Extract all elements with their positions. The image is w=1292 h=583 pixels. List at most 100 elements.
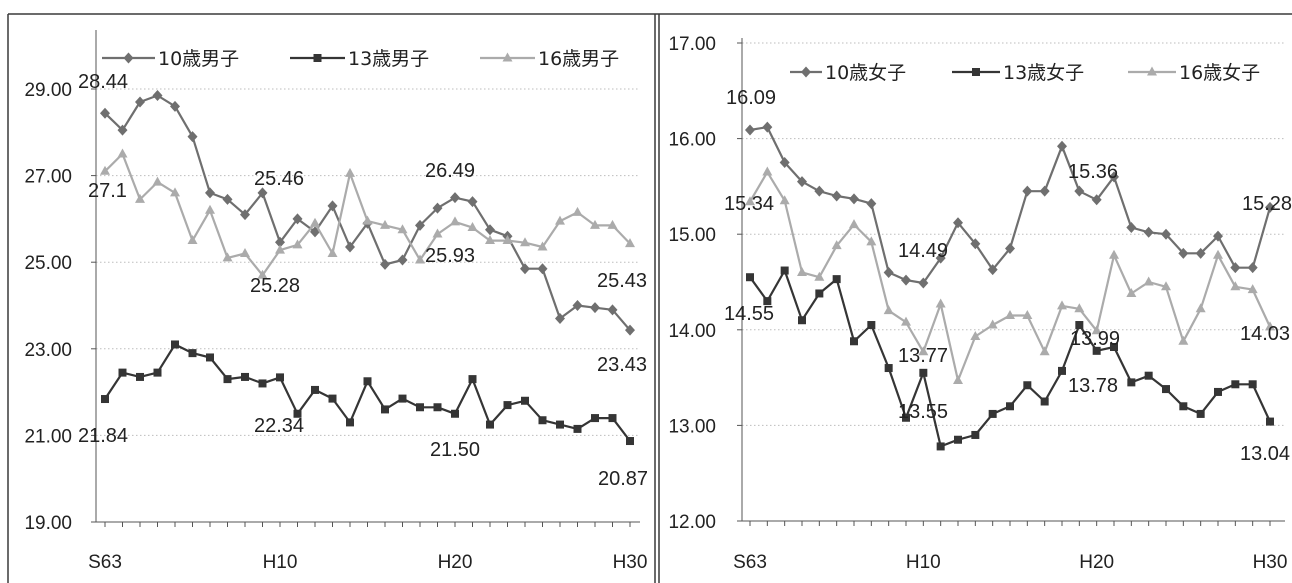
- data-point: [363, 377, 372, 386]
- data-point: [1091, 325, 1102, 335]
- data-point: [240, 209, 250, 221]
- data-point: [117, 124, 128, 136]
- data-point: [763, 297, 772, 306]
- x-tick-label: S63: [733, 552, 767, 573]
- data-point: [1126, 287, 1137, 297]
- data-point: [625, 324, 635, 336]
- y-tick-label: 12.00: [668, 512, 716, 533]
- data-point: [502, 235, 513, 245]
- data-point: [1179, 402, 1188, 411]
- data-point: [1265, 321, 1275, 331]
- data-point: [591, 414, 599, 423]
- series-group: [745, 121, 1275, 289]
- data-point: [1178, 247, 1189, 259]
- data-point: [257, 187, 268, 199]
- data-point: [467, 196, 478, 208]
- data-label: 14.03: [1240, 323, 1290, 345]
- data-point: [1022, 185, 1033, 197]
- data-point: [136, 372, 144, 381]
- data-point: [275, 236, 285, 248]
- data-label: 27.1: [88, 180, 127, 202]
- data-point: [398, 394, 407, 403]
- y-tick-label: 15.00: [668, 225, 716, 246]
- data-point: [901, 316, 911, 326]
- data-point: [1074, 185, 1085, 197]
- data-point: [779, 157, 790, 168]
- data-point: [381, 405, 389, 414]
- data-point: [118, 368, 127, 377]
- data-point: [797, 266, 807, 276]
- x-tick-label: H20: [1079, 552, 1114, 573]
- data-point: [1266, 417, 1274, 426]
- data-point: [258, 379, 267, 388]
- data-point: [626, 437, 634, 446]
- data-point: [486, 420, 494, 429]
- data-label: 14.49: [898, 240, 948, 262]
- data-label: 15.34: [724, 193, 774, 215]
- data-point: [1265, 201, 1275, 213]
- data-point: [432, 228, 443, 238]
- data-point: [170, 100, 180, 112]
- data-point: [450, 192, 460, 204]
- data-point: [1247, 284, 1258, 294]
- data-point: [1058, 366, 1066, 375]
- y-tick-label: 17.00: [668, 34, 716, 55]
- data-point: [327, 248, 338, 258]
- data-point: [1144, 371, 1153, 380]
- data-point: [537, 241, 548, 251]
- data-point: [884, 364, 893, 373]
- data-point: [970, 330, 981, 340]
- data-point: [1143, 276, 1154, 286]
- data-point: [467, 222, 478, 232]
- data-label: 15.28: [1242, 193, 1292, 215]
- legend-label: 10歳女子: [825, 62, 906, 84]
- data-point: [432, 202, 443, 214]
- data-point: [746, 273, 754, 282]
- panel-borders: [7, 13, 1292, 583]
- data-point: [416, 403, 424, 412]
- data-point: [988, 409, 997, 418]
- data-point: [171, 340, 179, 349]
- data-point: [866, 236, 877, 246]
- data-point: [1057, 140, 1067, 152]
- data-point: [572, 300, 583, 311]
- data-point: [433, 403, 442, 412]
- data-point: [135, 96, 145, 108]
- data-point: [1247, 262, 1258, 274]
- legend-item: 16歳女子: [1128, 62, 1260, 84]
- data-point: [1075, 321, 1084, 330]
- data-label: 21.84: [78, 425, 128, 447]
- legend-marker: [313, 54, 322, 62]
- data-point: [241, 372, 249, 381]
- data-point: [187, 131, 198, 143]
- series-group: [745, 166, 1275, 384]
- data-point: [101, 395, 109, 404]
- data-point: [556, 420, 564, 429]
- data-point: [1195, 247, 1206, 259]
- data-point: [451, 409, 459, 418]
- y-tick-label: 14.00: [668, 321, 716, 342]
- data-point: [152, 89, 163, 101]
- y-tick-label: 25.00: [24, 253, 72, 274]
- data-point: [397, 224, 408, 234]
- data-point: [625, 238, 635, 248]
- data-point: [468, 375, 477, 384]
- data-point: [205, 204, 215, 214]
- data-point: [935, 298, 946, 308]
- data-point: [987, 264, 998, 276]
- data-point: [1248, 380, 1257, 389]
- data-point: [866, 198, 877, 210]
- legend-label: 16歳男子: [538, 48, 619, 70]
- data-point: [936, 442, 945, 451]
- data-point: [206, 353, 214, 362]
- data-point: [485, 235, 495, 245]
- data-point: [240, 248, 250, 258]
- data-point: [415, 219, 425, 231]
- data-point: [1092, 346, 1101, 355]
- data-point: [1195, 303, 1206, 313]
- legend-marker: [502, 52, 513, 62]
- data-point: [415, 254, 425, 264]
- data-point: [971, 430, 980, 439]
- data-point: [345, 241, 355, 253]
- data-label: 13.04: [1240, 443, 1290, 465]
